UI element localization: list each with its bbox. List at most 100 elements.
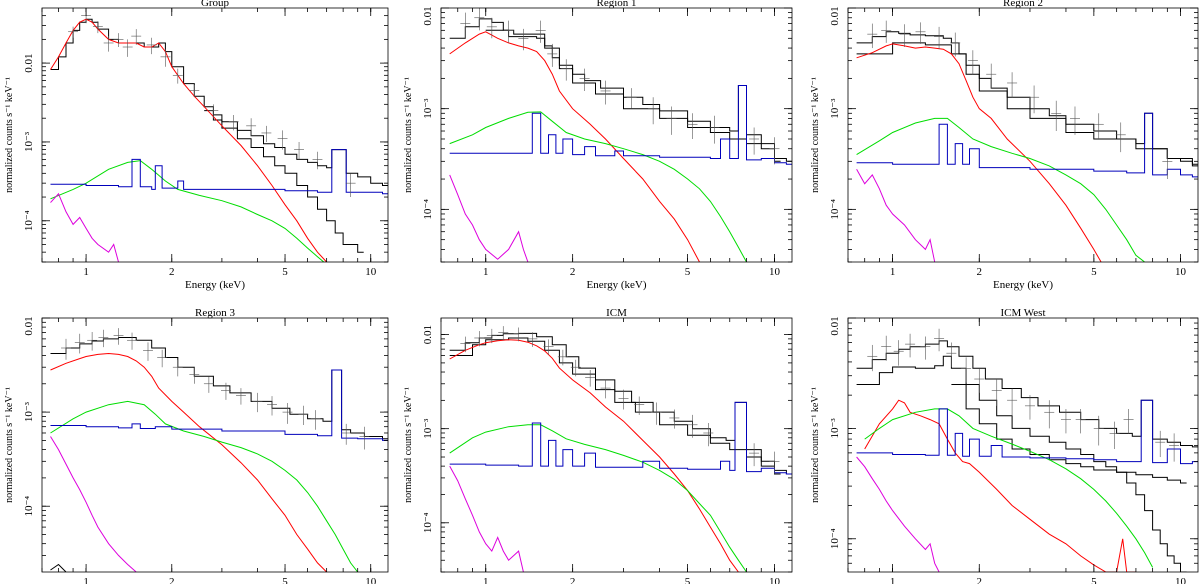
series-soft-component <box>449 174 529 262</box>
panel-title: Region 1 <box>596 0 636 9</box>
x-tick-label: 2 <box>977 266 983 278</box>
data-point <box>687 113 698 139</box>
data-point <box>893 340 904 366</box>
data-point <box>1007 72 1018 98</box>
data-point <box>543 339 554 355</box>
data-point <box>113 328 124 345</box>
y-tick-label: 10⁻⁴ <box>829 528 841 549</box>
y-axis-label: normalized counts s⁻¹ keV⁻¹ <box>403 387 414 503</box>
data-point <box>498 326 509 341</box>
data-point <box>961 357 972 383</box>
y-tick-label: 0.01 <box>422 325 434 344</box>
series-soft-component <box>856 456 940 572</box>
data-point <box>486 17 497 39</box>
x-tick-label: 5 <box>282 576 288 584</box>
y-tick-label: 10⁻³ <box>829 418 841 439</box>
data-point <box>236 388 246 405</box>
series-total-model <box>449 18 792 162</box>
data-point <box>1060 408 1071 434</box>
x-tick-label: 2 <box>169 266 175 278</box>
data-point <box>277 130 288 150</box>
panel-title: Group <box>201 0 230 9</box>
x-tick-label: 1 <box>83 266 89 278</box>
series-hot-thermal <box>856 43 1102 262</box>
data-point <box>1044 400 1055 429</box>
data-point <box>703 422 714 447</box>
series-soft-component <box>50 192 119 262</box>
x-tick-label: 10 <box>1175 266 1187 278</box>
y-tick-label: 0.01 <box>829 316 841 335</box>
x-tick-label: 10 <box>769 576 781 584</box>
series-cooler-thermal <box>50 400 359 572</box>
data-point <box>561 59 572 81</box>
x-tick-label: 2 <box>977 576 983 584</box>
series-hot-thermal <box>50 18 327 262</box>
data-point <box>312 151 323 170</box>
data-point <box>974 368 985 393</box>
x-tick-label: 1 <box>483 266 489 278</box>
x-tick-label: 2 <box>169 576 175 584</box>
x-tick-label: 1 <box>83 576 89 584</box>
data-point <box>585 370 596 387</box>
data-point <box>749 127 760 155</box>
data-point <box>359 426 370 450</box>
data-point <box>160 49 171 67</box>
data-point <box>570 359 581 377</box>
plot-frame <box>41 317 389 573</box>
panel-3: Region 3Energy (keV)normalized counts s⁻… <box>4 307 389 584</box>
data-point <box>228 114 239 131</box>
data-point <box>579 68 590 91</box>
data-point <box>634 396 645 415</box>
data-point <box>1169 433 1180 462</box>
data-point <box>98 329 109 348</box>
series-total-model-2- <box>856 42 1198 167</box>
y-tick-label: 0.01 <box>23 316 35 335</box>
data-point <box>1123 408 1134 434</box>
data-point <box>208 104 219 119</box>
x-tick-label: 2 <box>570 266 576 278</box>
data-point <box>626 88 637 109</box>
data-point <box>92 21 103 34</box>
data-point <box>87 331 98 351</box>
data-point <box>666 106 677 135</box>
data-point <box>915 22 926 44</box>
data-point <box>600 80 611 105</box>
data-point <box>261 125 272 142</box>
y-axis-label: normalized counts s⁻¹ keV⁻¹ <box>4 77 15 193</box>
series-background <box>856 399 1198 465</box>
data-point <box>867 344 878 372</box>
data-point <box>1109 421 1120 450</box>
plot-area <box>50 9 388 262</box>
series-soft-component <box>856 169 936 262</box>
x-tick-label: 5 <box>1091 576 1097 584</box>
x-tick-label: 5 <box>282 266 288 278</box>
series-total-model-3- <box>951 384 1187 484</box>
data-point <box>252 392 263 413</box>
series-total-model-2- <box>204 110 364 253</box>
series-total-model-2- <box>50 563 67 572</box>
plot-frame <box>440 317 793 573</box>
panel-0: Group Energy (keV) normalized counts s⁻¹ k… <box>4 0 389 291</box>
data-point <box>920 336 931 360</box>
series-hot-thermal <box>449 339 739 572</box>
data-point <box>1075 408 1086 434</box>
data-point <box>474 8 485 31</box>
data-point <box>127 332 137 350</box>
data-point <box>749 443 760 467</box>
plot-area <box>856 328 1198 572</box>
data-point <box>1069 106 1080 135</box>
series-cooler-thermal <box>50 160 325 262</box>
data-point <box>246 118 257 136</box>
data-point <box>769 137 780 165</box>
y-tick-label: 0.01 <box>23 53 35 72</box>
y-tick-label: 10⁻³ <box>23 131 35 152</box>
y-tick-label: 10⁻³ <box>23 401 35 422</box>
plot-frame <box>440 7 793 263</box>
x-tick-label: 1 <box>890 266 896 278</box>
series-background <box>856 112 1198 178</box>
series-background <box>50 369 388 441</box>
x-tick-label: 5 <box>1091 266 1097 278</box>
data-point <box>282 402 293 424</box>
data-point <box>669 409 680 429</box>
panel-5: ICM WestEnergy (keV)normalized counts s⁻… <box>810 307 1199 584</box>
